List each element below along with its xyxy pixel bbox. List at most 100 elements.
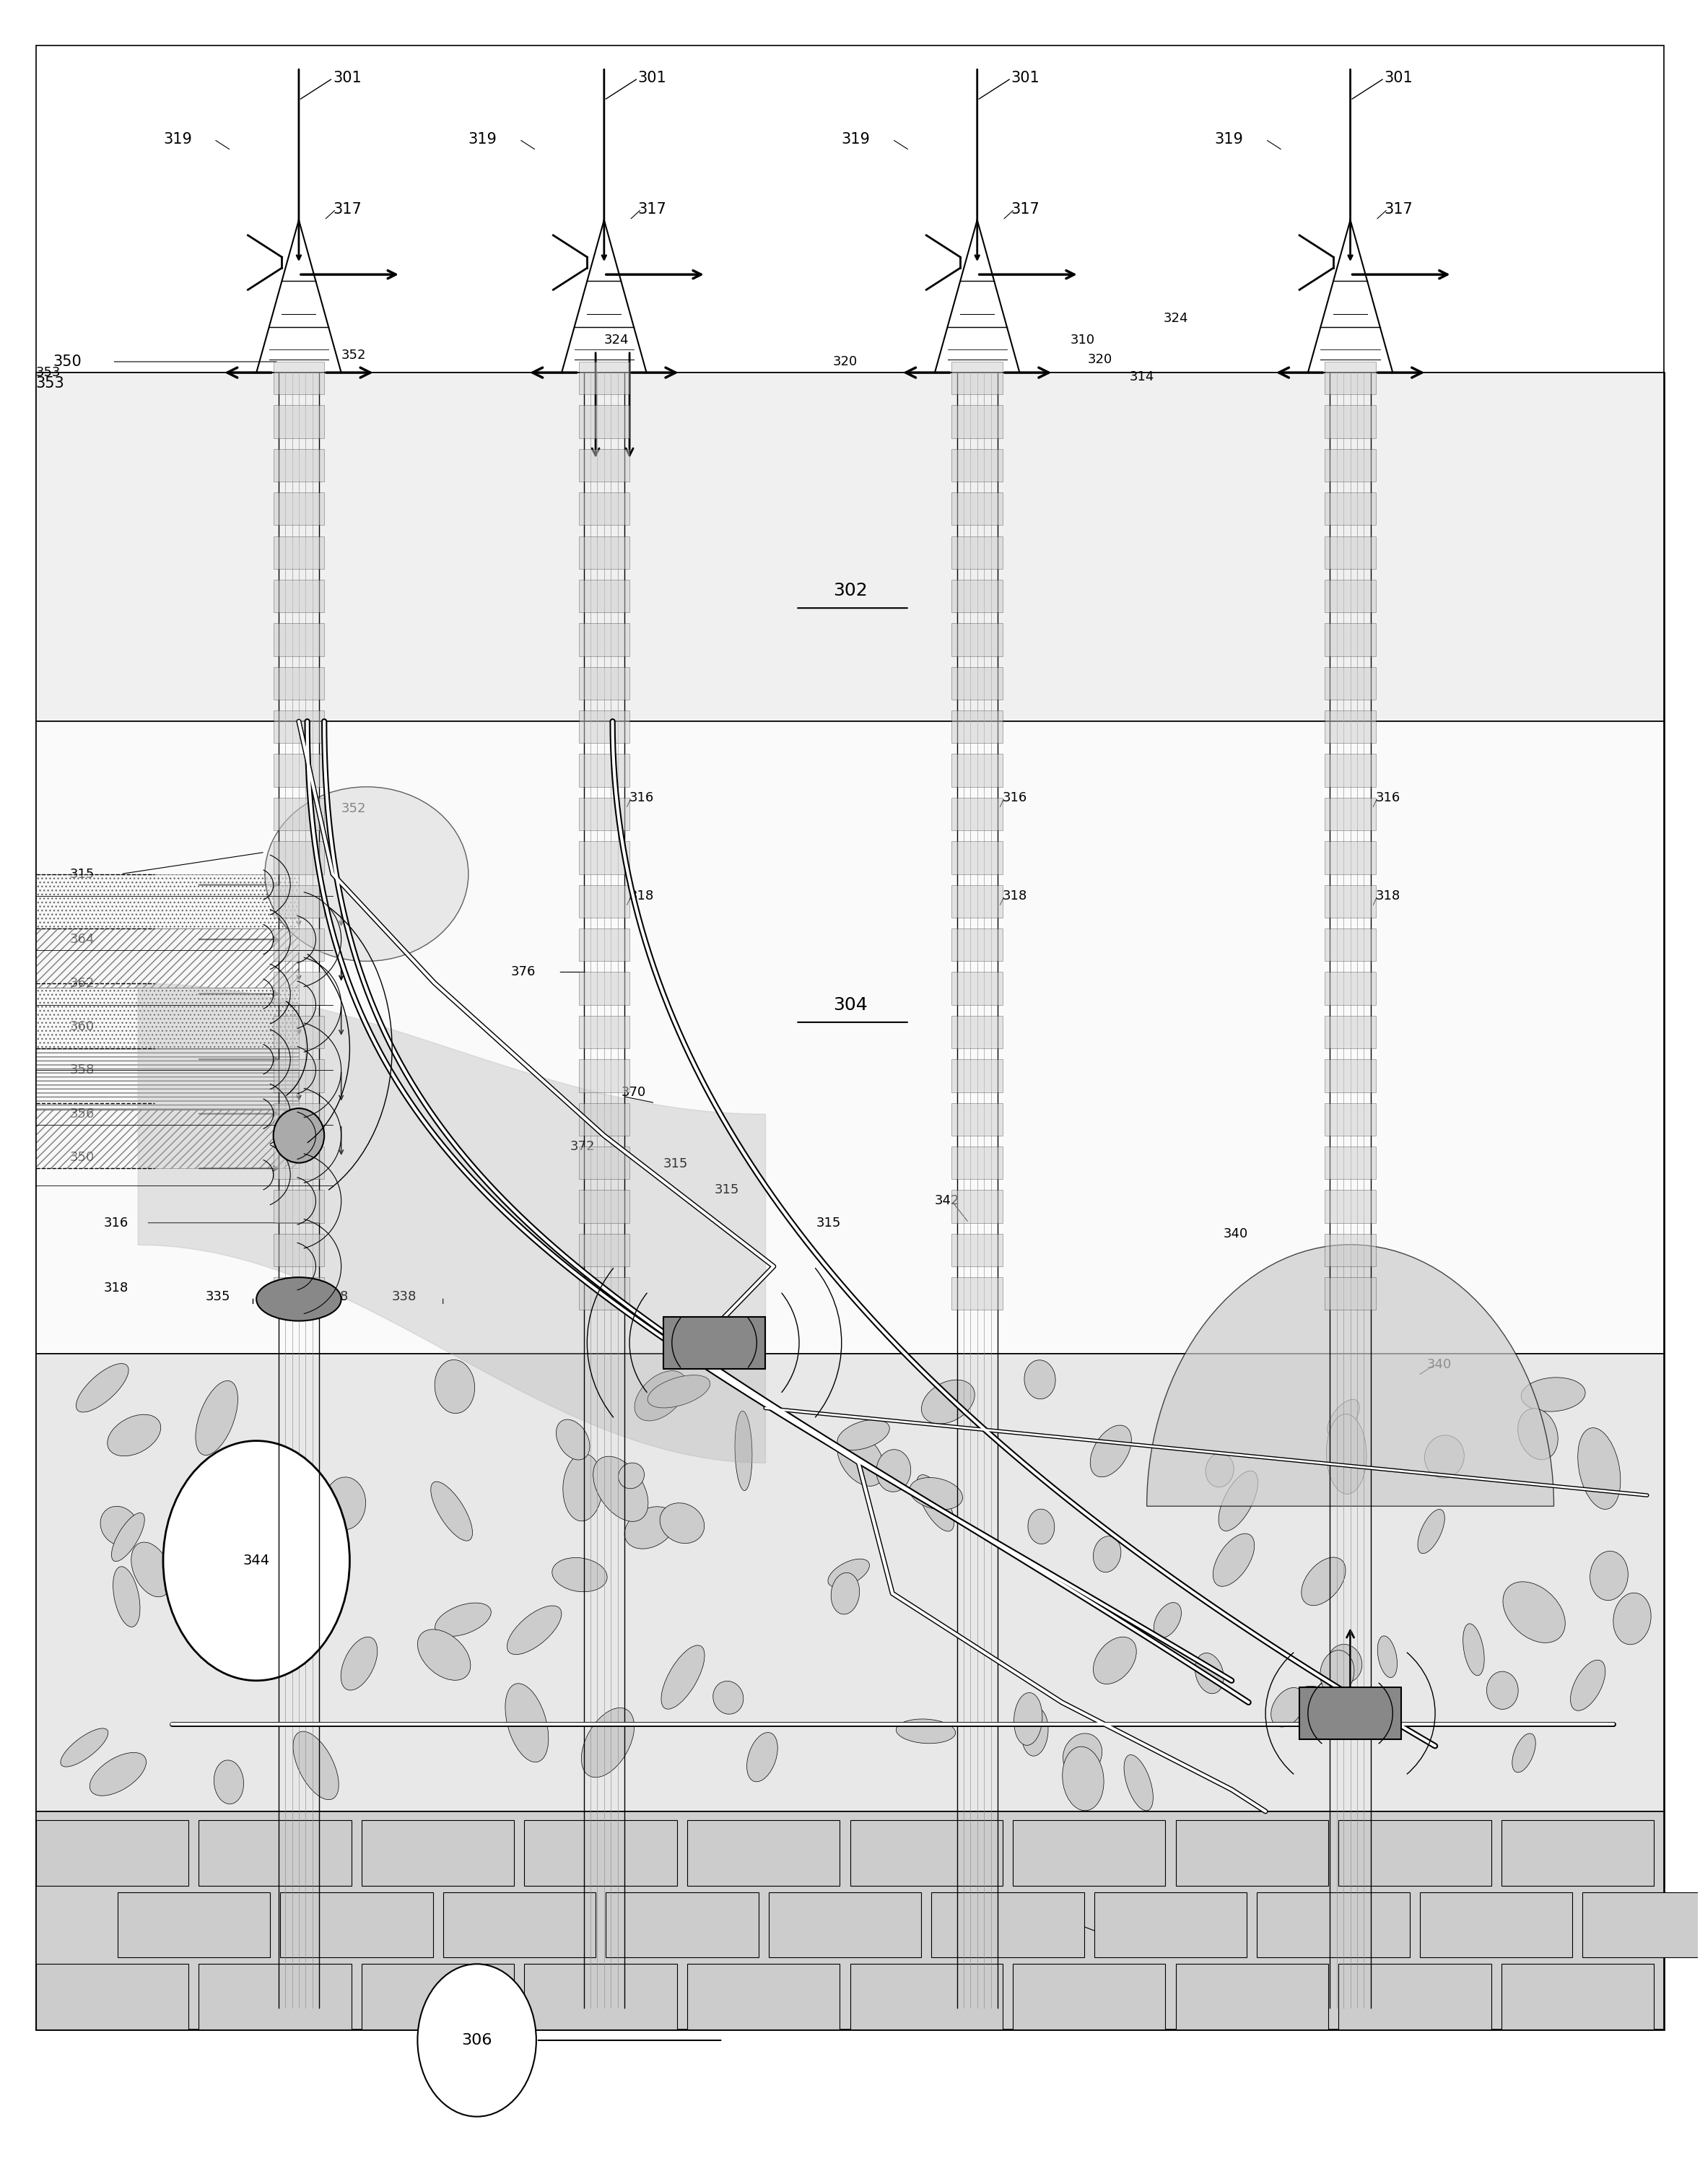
Text: 318: 318	[629, 889, 654, 902]
Bar	[578, 928, 629, 961]
Bar	[1324, 710, 1375, 743]
Bar	[952, 710, 1003, 743]
Ellipse shape	[1613, 1592, 1651, 1645]
Text: 319: 319	[841, 131, 870, 146]
Bar	[36, 1354, 1664, 1811]
Bar	[274, 841, 325, 874]
Bar	[36, 1963, 189, 2029]
Bar	[952, 1234, 1003, 1267]
Ellipse shape	[112, 1514, 144, 1562]
Text: 377: 377	[884, 1918, 910, 1931]
Bar	[1299, 1686, 1401, 1738]
Text: 350: 350	[53, 354, 82, 369]
Ellipse shape	[418, 1629, 471, 1679]
Bar	[36, 373, 1664, 721]
Bar	[1324, 1278, 1375, 1310]
Ellipse shape	[1214, 1533, 1255, 1586]
Text: 315: 315	[663, 1158, 688, 1171]
Ellipse shape	[1195, 1653, 1224, 1693]
Bar	[1176, 1963, 1328, 2029]
Ellipse shape	[746, 1732, 777, 1782]
Bar	[578, 1234, 629, 1267]
Ellipse shape	[233, 1472, 279, 1531]
Text: 316: 316	[629, 791, 654, 804]
Bar	[274, 1147, 325, 1179]
Bar	[1176, 1819, 1328, 1885]
Wedge shape	[1148, 1245, 1554, 1507]
Bar	[687, 1963, 840, 2029]
Bar	[952, 535, 1003, 568]
Bar	[274, 1016, 325, 1048]
Ellipse shape	[1285, 1686, 1331, 1728]
Bar	[952, 1190, 1003, 1223]
Text: 342: 342	[935, 1195, 960, 1208]
Bar	[952, 841, 1003, 874]
Bar	[578, 797, 629, 830]
Bar	[952, 885, 1003, 917]
Bar	[663, 1317, 765, 1369]
Ellipse shape	[593, 1457, 648, 1522]
Text: 317: 317	[1384, 201, 1413, 216]
Bar	[362, 1963, 513, 2029]
Text: 310: 310	[1071, 334, 1095, 347]
Bar	[274, 450, 325, 483]
Text: 344: 344	[243, 1553, 270, 1568]
Ellipse shape	[76, 1363, 129, 1413]
Bar	[578, 885, 629, 917]
Ellipse shape	[435, 1603, 491, 1636]
Bar	[952, 579, 1003, 612]
Text: 316: 316	[1375, 791, 1401, 804]
Ellipse shape	[921, 1380, 974, 1424]
Bar	[274, 666, 325, 699]
Bar	[1324, 885, 1375, 917]
Text: 317: 317	[333, 201, 362, 216]
Bar	[578, 841, 629, 874]
Bar	[578, 579, 629, 612]
Text: 319: 319	[1214, 131, 1243, 146]
Bar	[850, 1819, 1003, 1885]
Ellipse shape	[712, 1682, 743, 1714]
Ellipse shape	[624, 1507, 675, 1548]
Bar	[36, 721, 1664, 1354]
Ellipse shape	[245, 1564, 279, 1605]
Ellipse shape	[1090, 1426, 1132, 1476]
Bar	[578, 710, 629, 743]
Text: 316: 316	[1003, 791, 1027, 804]
Bar	[578, 1190, 629, 1223]
Bar	[274, 1278, 325, 1310]
Text: 350: 350	[70, 1151, 95, 1164]
Ellipse shape	[1093, 1638, 1136, 1684]
Ellipse shape	[1518, 1409, 1557, 1459]
Text: 378: 378	[1020, 1918, 1044, 1931]
Bar	[932, 1891, 1085, 1957]
Ellipse shape	[195, 1380, 238, 1455]
Bar	[1013, 1819, 1166, 1885]
Text: 315: 315	[714, 1184, 739, 1197]
Bar	[952, 622, 1003, 655]
Bar	[952, 1059, 1003, 1092]
Ellipse shape	[660, 1503, 704, 1544]
Bar	[36, 1109, 299, 1168]
Ellipse shape	[325, 1476, 365, 1529]
Bar	[1324, 928, 1375, 961]
Bar	[1324, 841, 1375, 874]
Ellipse shape	[552, 1557, 607, 1592]
Text: 360: 360	[70, 1020, 95, 1033]
Bar	[1324, 972, 1375, 1005]
Text: 374: 374	[1341, 1909, 1367, 1922]
Bar	[274, 1234, 325, 1267]
Bar	[1324, 494, 1375, 524]
Ellipse shape	[1326, 1413, 1367, 1494]
Bar	[1583, 1891, 1700, 1957]
Bar	[1324, 1234, 1375, 1267]
Text: 319: 319	[163, 131, 192, 146]
Ellipse shape	[910, 1479, 962, 1509]
Ellipse shape	[831, 1572, 860, 1614]
Ellipse shape	[507, 1605, 561, 1655]
Bar	[274, 535, 325, 568]
Ellipse shape	[131, 1542, 172, 1597]
Ellipse shape	[734, 1411, 751, 1489]
Ellipse shape	[1328, 1400, 1360, 1437]
Ellipse shape	[648, 1376, 711, 1409]
Ellipse shape	[1486, 1671, 1518, 1710]
